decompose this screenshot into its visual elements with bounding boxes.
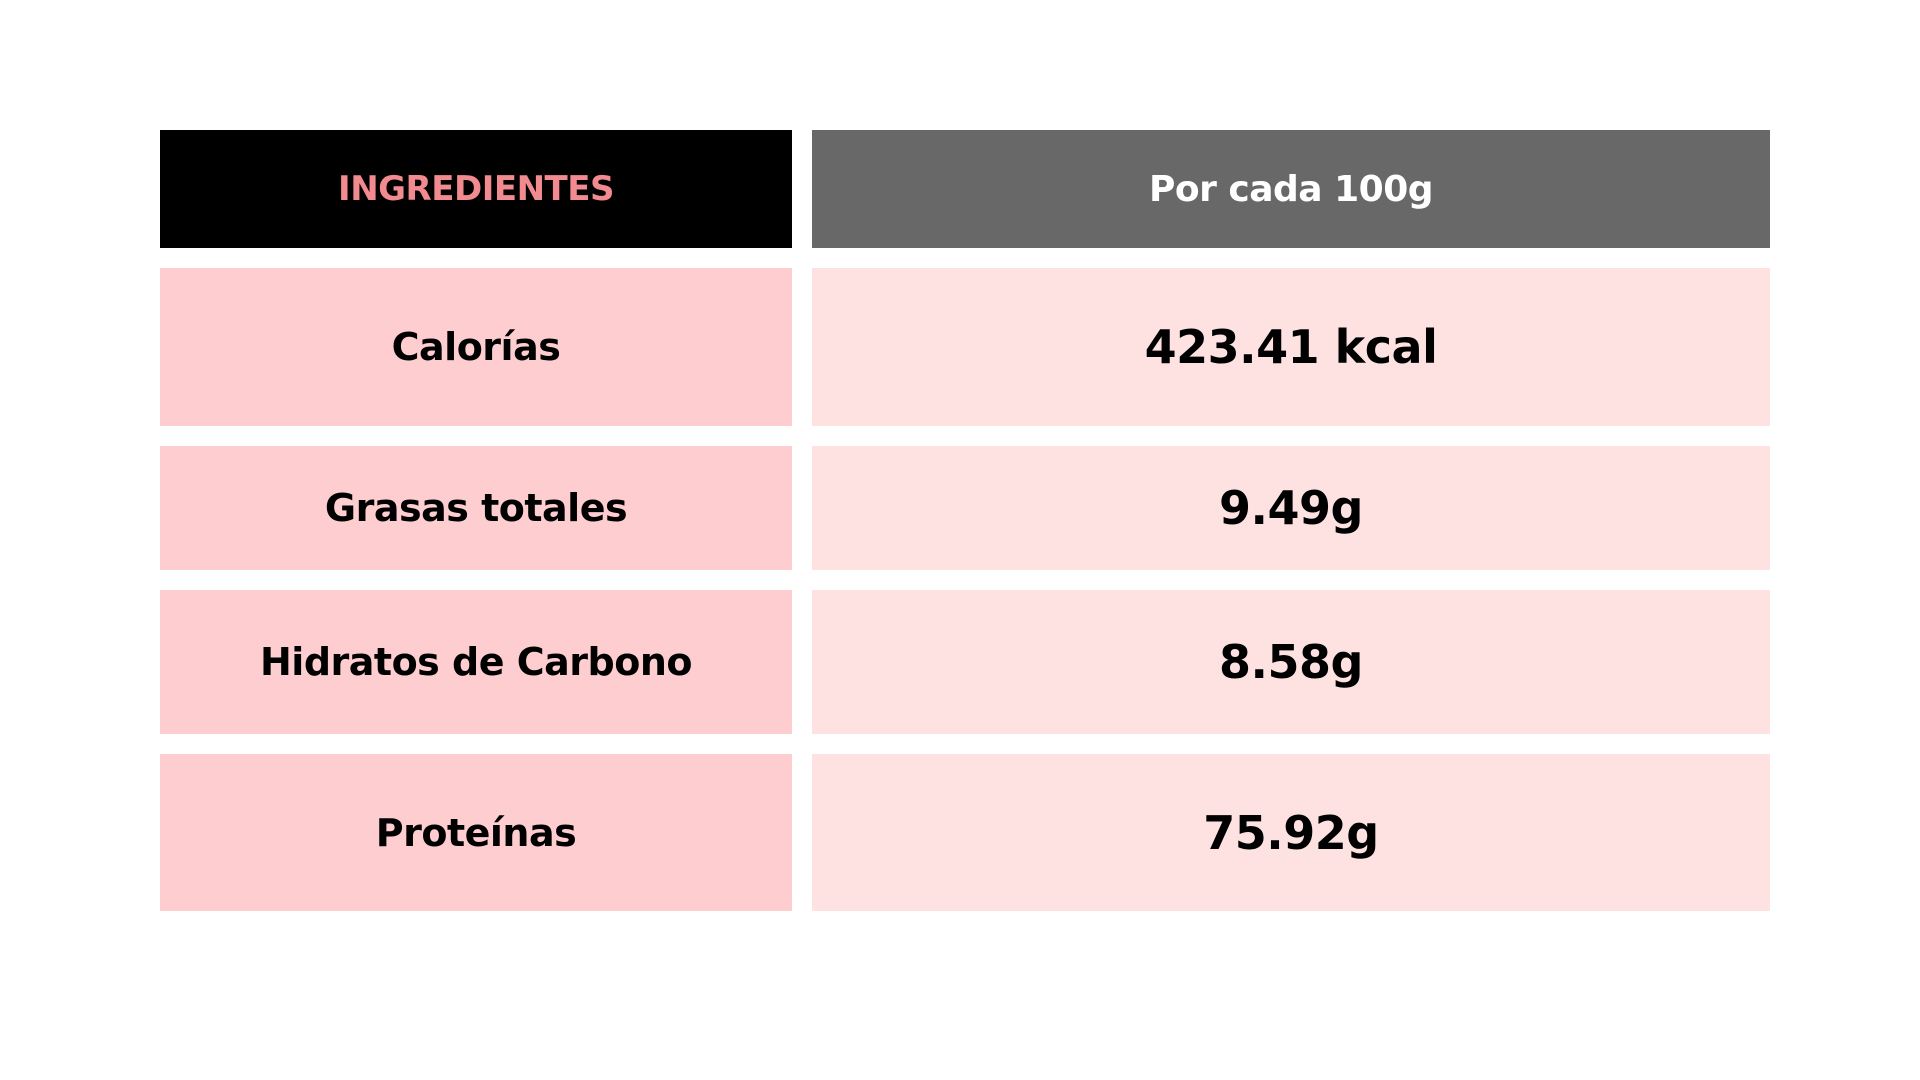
header-per-100g: Por cada 100g: [812, 130, 1770, 248]
row-label-carbohydrates: Hidratos de Carbono: [160, 590, 792, 734]
row-value-total-fat: 9.49g: [812, 446, 1770, 570]
nutrition-table: INGREDIENTES Por cada 100g Calorías 423.…: [160, 130, 1770, 911]
row-value-carbohydrates: 8.58g: [812, 590, 1770, 734]
row-label-calories: Calorías: [160, 268, 792, 426]
row-label-total-fat: Grasas totales: [160, 446, 792, 570]
header-ingredients: INGREDIENTES: [160, 130, 792, 248]
row-value-proteins: 75.92g: [812, 754, 1770, 911]
row-value-calories: 423.41 kcal: [812, 268, 1770, 426]
row-label-proteins: Proteínas: [160, 754, 792, 911]
